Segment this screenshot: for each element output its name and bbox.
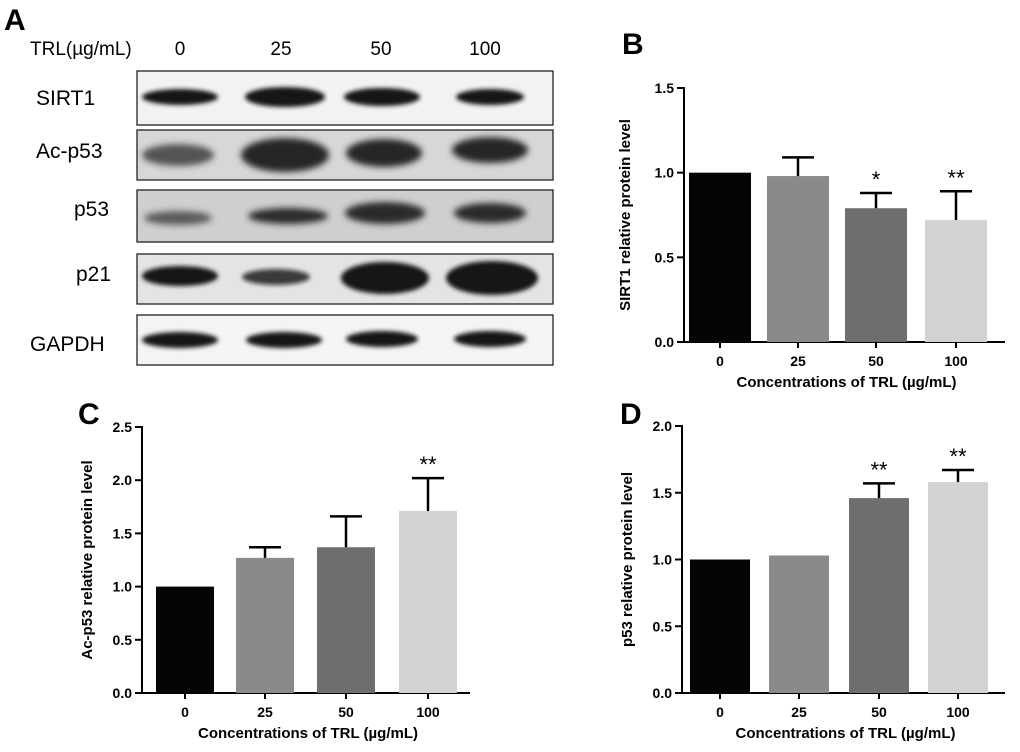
bar-d-25 <box>769 555 829 693</box>
y-tick-label-d: 0.0 <box>653 685 673 701</box>
y-tick-label-b: 0.5 <box>655 249 675 265</box>
y-tick-label-c: 0.5 <box>113 632 133 648</box>
x-axis-title-c: Concentrations of TRL (µg/mL) <box>198 725 418 742</box>
y-tick-label-c: 0.0 <box>113 685 133 701</box>
bar-c-25 <box>236 557 294 693</box>
chart-panel-d: D 0.0 0.5 1.0 1.5 2.0 0 25 50 ** 100 ** Concentrati… <box>619 398 1005 742</box>
significance-mark-c-100: ** <box>419 452 437 477</box>
lane-label-50: 50 <box>370 39 391 60</box>
x-tick-label-b: 50 <box>868 353 884 369</box>
x-tick-label-d: 50 <box>871 704 887 720</box>
x-axis-title-d: Concentrations of TRL (µg/mL) <box>735 725 955 742</box>
panel-letter-c: C <box>78 398 100 431</box>
x-tick-label-c: 25 <box>257 704 273 720</box>
x-tick-label-c: 100 <box>416 704 440 720</box>
panel-letter-b: B <box>622 28 644 61</box>
y-tick-label-c: 2.5 <box>113 419 133 435</box>
y-tick-label-d: 0.5 <box>653 618 673 634</box>
y-tick-label-c: 1.0 <box>113 579 133 595</box>
significance-mark-d-100: ** <box>949 444 967 469</box>
bar-c-0 <box>156 586 214 693</box>
lane-label-25: 25 <box>270 39 291 60</box>
lane-label-100: 100 <box>469 39 501 60</box>
y-axis-title-c: Ac-p53 relative protein level <box>79 460 96 659</box>
blot-label-sirt1: SIRT1 <box>36 87 95 110</box>
blot-strip-p21 <box>136 253 554 305</box>
panel-letter-a: A <box>4 4 26 37</box>
panel-letter-d: D <box>620 398 642 431</box>
x-tick-label-b: 100 <box>944 353 968 369</box>
x-tick-label-d: 25 <box>791 704 807 720</box>
y-axis-title-b: SIRT1 relative protein level <box>617 119 634 311</box>
blot-strip-sirt1 <box>136 70 554 126</box>
blot-label-ac-p53: Ac-p53 <box>36 140 103 163</box>
bar-b-50 <box>845 208 907 342</box>
y-tick-label-b: 0.0 <box>655 334 675 350</box>
blot-label-p21: p21 <box>76 263 111 286</box>
bar-d-50 <box>849 498 909 693</box>
blot-label-p53: p53 <box>74 198 109 221</box>
significance-mark-d-50: ** <box>870 457 888 482</box>
y-tick-label-c: 1.5 <box>113 525 133 541</box>
blot-strip-p53 <box>136 189 554 243</box>
y-tick-label-b: 1.5 <box>655 80 675 96</box>
blot-label-gapdh: GAPDH <box>30 333 105 356</box>
y-tick-label-d: 1.5 <box>653 485 673 501</box>
x-tick-label-d: 0 <box>716 704 724 720</box>
blot-strip-ac-p53 <box>136 129 554 181</box>
x-tick-label-d: 100 <box>946 704 970 720</box>
y-tick-label-d: 1.0 <box>653 552 673 568</box>
y-tick-label-c: 2.0 <box>113 472 133 488</box>
y-tick-label-d: 2.0 <box>653 418 673 434</box>
x-tick-label-b: 25 <box>790 353 806 369</box>
western-blot-panel: A TRL(µg/mL) 0 25 50 100 SIRT1 Ac-p53 <box>4 4 554 366</box>
y-axis-title-d: p53 relative protein level <box>619 472 636 647</box>
bar-c-50 <box>317 547 375 693</box>
significance-mark-b-50: * <box>872 167 881 192</box>
bar-b-100 <box>925 220 987 342</box>
bar-c-100 <box>399 511 457 693</box>
y-tick-label-b: 1.0 <box>655 165 675 181</box>
x-tick-label-b: 0 <box>716 353 724 369</box>
bar-d-0 <box>690 559 750 693</box>
significance-mark-b-100: ** <box>947 165 965 190</box>
bar-b-25 <box>767 176 829 342</box>
x-tick-label-c: 50 <box>338 704 354 720</box>
chart-panel-b: B 0.0 0.5 1.0 1.5 0 25 50 * 100 ** Concentrations … <box>617 28 1005 391</box>
lane-label-0: 0 <box>175 39 186 60</box>
bar-d-100 <box>928 482 988 693</box>
x-axis-title-b: Concentrations of TRL (µg/mL) <box>736 374 956 391</box>
x-tick-label-c: 0 <box>181 704 189 720</box>
chart-panel-c: C 0.0 0.5 1.0 1.5 2.0 2.5 0 25 50 100 ** Concentrat… <box>78 398 470 742</box>
bar-b-0 <box>689 172 751 342</box>
blot-strip-gapdh <box>136 314 554 366</box>
treatment-label: TRL(µg/mL) <box>30 39 132 60</box>
